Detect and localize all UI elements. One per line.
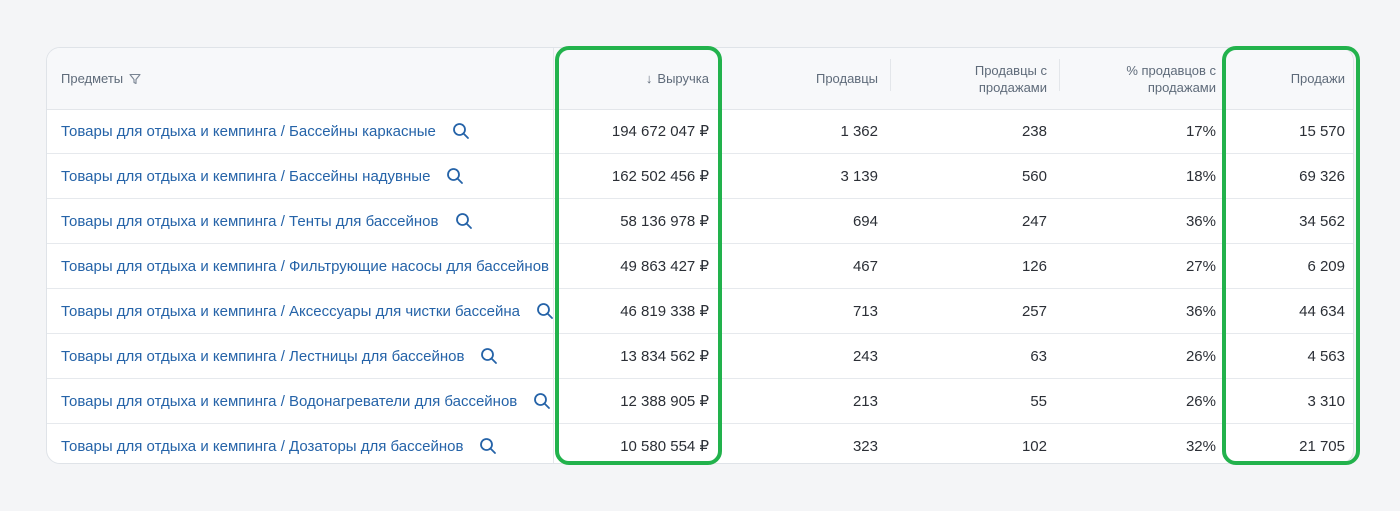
column-header-sales[interactable]: Продажи: [1237, 48, 1345, 109]
column-header-sellers-with-sales-label: Продавцы с продажами: [974, 62, 1047, 95]
column-header-subject[interactable]: Предметы: [61, 48, 141, 109]
table-row: Товары для отдыха и кемпинга / Аксессуар…: [47, 289, 1353, 334]
filter-icon[interactable]: [129, 73, 141, 85]
revenue-cell: 12 388 905 ₽: [620, 393, 709, 410]
sales-cell: 21 705: [1299, 437, 1345, 455]
sellers-with-sales-cell: 55: [1030, 392, 1047, 410]
sales-cell: 6 209: [1307, 257, 1345, 275]
data-table: Предметы ↓ Выручка Продавцы Продавцы с п…: [46, 47, 1354, 464]
search-icon[interactable]: [480, 347, 498, 365]
column-header-revenue-label: Выручка: [657, 71, 709, 86]
sellers-with-sales-cell: 126: [1021, 257, 1047, 275]
table-row: Товары для отдыха и кемпинга / Тенты для…: [47, 199, 1353, 244]
sellers-cell: 213: [852, 392, 878, 410]
column-separator: [890, 59, 891, 91]
sales-cell: 15 570: [1299, 122, 1345, 140]
sellers-cell: 3 139: [840, 167, 878, 185]
column-header-revenue[interactable]: ↓ Выручка: [557, 48, 709, 109]
sellers-with-sales-cell: 247: [1021, 212, 1047, 230]
sellers-cell: 243: [852, 347, 878, 365]
column-header-pct-sellers[interactable]: % продавцов с продажами: [1097, 48, 1216, 109]
pct-cell: 36%: [1185, 212, 1216, 230]
column-header-sellers-label: Продавцы: [815, 71, 878, 86]
subject-cell: Товары для отдыха и кемпинга / Тенты для…: [47, 199, 553, 243]
revenue-cell: 10 580 554 ₽: [620, 438, 709, 455]
sales-cell: 3 310: [1307, 392, 1345, 410]
column-header-sales-label: Продажи: [1290, 71, 1345, 86]
subject-link[interactable]: Товары для отдыха и кемпинга / Лестницы …: [61, 347, 465, 365]
table-row: Товары для отдыха и кемпинга / Дозаторы …: [47, 424, 1353, 463]
revenue-cell: 46 819 338 ₽: [620, 303, 709, 320]
subject-cell: Товары для отдыха и кемпинга / Аксессуар…: [47, 289, 553, 333]
sales-cell: 44 634: [1299, 302, 1345, 320]
column-header-subject-label: Предметы: [61, 71, 124, 86]
sellers-with-sales-cell: 102: [1021, 437, 1047, 455]
column-header-sellers-with-sales[interactable]: Продавцы с продажами: [927, 48, 1047, 109]
pct-cell: 32%: [1185, 437, 1216, 455]
revenue-cell: 58 136 978 ₽: [620, 213, 709, 230]
pct-cell: 36%: [1185, 302, 1216, 320]
subject-cell: Товары для отдыха и кемпинга / Фильтрующ…: [47, 244, 553, 288]
sellers-with-sales-cell: 238: [1021, 122, 1047, 140]
subject-link[interactable]: Товары для отдыха и кемпинга / Дозаторы …: [61, 437, 464, 455]
pct-cell: 26%: [1185, 347, 1216, 365]
table-row: Товары для отдыха и кемпинга / Фильтрующ…: [47, 244, 1353, 289]
subject-link[interactable]: Товары для отдыха и кемпинга / Бассейны …: [61, 167, 431, 185]
subject-link[interactable]: Товары для отдыха и кемпинга / Водонагре…: [61, 392, 518, 410]
pct-cell: 27%: [1185, 257, 1216, 275]
sort-down-icon: ↓: [645, 71, 653, 86]
column-header-pct-sellers-label: % продавцов с продажами: [1126, 62, 1216, 95]
revenue-cell: 13 834 562 ₽: [620, 348, 709, 365]
subject-cell: Товары для отдыха и кемпинга / Водонагре…: [47, 379, 553, 423]
sales-cell: 69 326: [1299, 167, 1345, 185]
column-header-sellers[interactable]: Продавцы: [727, 48, 878, 109]
subject-cell: Товары для отдыха и кемпинга / Бассейны …: [47, 109, 553, 153]
search-icon[interactable]: [446, 167, 464, 185]
subject-link[interactable]: Товары для отдыха и кемпинга / Тенты для…: [61, 212, 439, 230]
subject-cell: Товары для отдыха и кемпинга / Лестницы …: [47, 334, 553, 378]
sellers-cell: 323: [852, 437, 878, 455]
table-row: Товары для отдыха и кемпинга / Бассейны …: [47, 154, 1353, 199]
subject-link[interactable]: Товары для отдыха и кемпинга / Бассейны …: [61, 122, 436, 140]
column-separator: [1059, 59, 1060, 91]
sellers-cell: 467: [852, 257, 878, 275]
sellers-cell: 1 362: [840, 122, 878, 140]
table-row: Товары для отдыха и кемпинга / Бассейны …: [47, 109, 1353, 154]
sellers-with-sales-cell: 560: [1021, 167, 1047, 185]
revenue-cell: 194 672 047 ₽: [611, 123, 709, 140]
sellers-with-sales-cell: 63: [1030, 347, 1047, 365]
search-icon[interactable]: [536, 302, 553, 320]
sales-cell: 4 563: [1307, 347, 1345, 365]
search-icon[interactable]: [452, 122, 470, 140]
pct-cell: 26%: [1185, 392, 1216, 410]
search-icon[interactable]: [455, 212, 473, 230]
sales-cell: 34 562: [1299, 212, 1345, 230]
table-row: Товары для отдыха и кемпинга / Лестницы …: [47, 334, 1353, 379]
search-icon[interactable]: [479, 437, 497, 455]
subject-cell: Товары для отдыха и кемпинга / Бассейны …: [47, 154, 553, 198]
sticky-column-divider: [553, 48, 554, 463]
subject-link[interactable]: Товары для отдыха и кемпинга / Фильтрующ…: [61, 257, 550, 275]
subject-cell: Товары для отдыха и кемпинга / Дозаторы …: [47, 424, 553, 463]
sellers-cell: 713: [852, 302, 878, 320]
pct-cell: 18%: [1185, 167, 1216, 185]
revenue-cell: 162 502 456 ₽: [611, 168, 709, 185]
search-icon[interactable]: [533, 392, 551, 410]
sellers-cell: 694: [852, 212, 878, 230]
table-header: Предметы ↓ Выручка Продавцы Продавцы с п…: [47, 48, 1353, 110]
subject-link[interactable]: Товары для отдыха и кемпинга / Аксессуар…: [61, 302, 520, 320]
sellers-with-sales-cell: 257: [1021, 302, 1047, 320]
pct-cell: 17%: [1185, 122, 1216, 140]
table-row: Товары для отдыха и кемпинга / Водонагре…: [47, 379, 1353, 424]
revenue-cell: 49 863 427 ₽: [620, 258, 709, 275]
